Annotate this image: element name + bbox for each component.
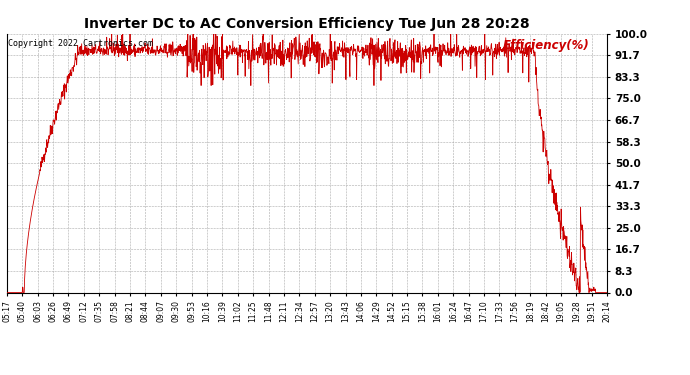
Text: Copyright 2022 Cartronics.com: Copyright 2022 Cartronics.com (8, 39, 153, 48)
Text: Efficiency(%): Efficiency(%) (502, 39, 589, 52)
Title: Inverter DC to AC Conversion Efficiency Tue Jun 28 20:28: Inverter DC to AC Conversion Efficiency … (84, 17, 530, 31)
